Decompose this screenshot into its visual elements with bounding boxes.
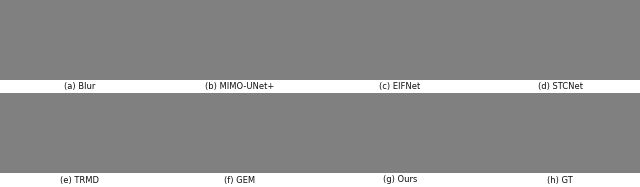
Text: (h) GT: (h) GT [547,176,573,185]
Text: (g) Ours: (g) Ours [383,176,417,185]
Text: (e) TRMD: (e) TRMD [61,176,99,185]
Text: (b) MIMO-UNet+: (b) MIMO-UNet+ [205,82,275,91]
Text: (a) Blur: (a) Blur [64,82,96,91]
Text: (d) STCNet: (d) STCNet [538,82,582,91]
Text: (f) GEM: (f) GEM [225,176,255,185]
Text: (c) EIFNet: (c) EIFNet [380,82,420,91]
